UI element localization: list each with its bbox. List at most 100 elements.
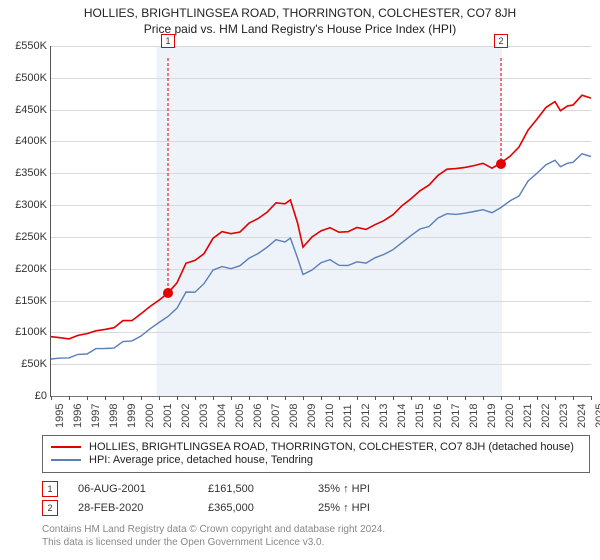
x-axis-label: 2010 (324, 404, 336, 428)
y-axis-label: £450K (15, 104, 47, 116)
x-tick (465, 396, 466, 400)
transaction-date: 28-FEB-2020 (78, 502, 208, 514)
x-tick (339, 396, 340, 400)
x-axis-label: 2003 (198, 404, 210, 428)
marker-dot (496, 159, 506, 169)
transaction-row: 106-AUG-2001£161,50035% ↑ HPI (42, 481, 398, 497)
x-axis-label: 2023 (558, 404, 570, 428)
x-tick (123, 396, 124, 400)
series-line (51, 95, 591, 339)
x-tick (321, 396, 322, 400)
x-tick (519, 396, 520, 400)
x-tick (483, 396, 484, 400)
x-tick (501, 396, 502, 400)
x-axis-label: 2018 (468, 404, 480, 428)
x-axis-label: 2000 (144, 404, 156, 428)
legend-item: HOLLIES, BRIGHTLINGSEA ROAD, THORRINGTON… (51, 441, 581, 453)
x-tick (87, 396, 88, 400)
x-tick (195, 396, 196, 400)
x-axis-label: 2019 (486, 404, 498, 428)
x-axis-label: 2016 (432, 404, 444, 428)
x-tick (105, 396, 106, 400)
transaction-row: 2 28-FEB-2020£365,00025% ↑ HPI (42, 500, 398, 516)
x-tick (303, 396, 304, 400)
x-tick (591, 396, 592, 400)
x-tick (69, 396, 70, 400)
transaction-pct: 35% ↑ HPI (318, 483, 398, 495)
x-tick (285, 396, 286, 400)
chart-plot-area: £0£50K£100K£150K£200K£250K£300K£350K£400… (50, 46, 591, 397)
x-axis-label: 2021 (522, 404, 534, 428)
y-axis-label: £0 (35, 390, 47, 402)
legend-box: HOLLIES, BRIGHTLINGSEA ROAD, THORRINGTON… (42, 435, 590, 473)
y-axis-label: £300K (15, 199, 47, 211)
x-tick (447, 396, 448, 400)
legend-swatch (51, 446, 81, 448)
x-tick (213, 396, 214, 400)
chart-subtitle: Price paid vs. HM Land Registry's House … (0, 22, 600, 36)
transaction-rows: 106-AUG-2001£161,50035% ↑ HPI228-FEB-202… (42, 478, 398, 519)
footer-attribution: Contains HM Land Registry data © Crown c… (42, 523, 385, 549)
x-axis-label: 2015 (414, 404, 426, 428)
x-axis-label: 2008 (288, 404, 300, 428)
transaction-number-box: 2 (42, 500, 58, 516)
footer-line1: Contains HM Land Registry data © Crown c… (42, 523, 385, 536)
y-axis-label: £500K (15, 72, 47, 84)
x-axis-label: 2014 (396, 404, 408, 428)
x-axis-label: 1999 (126, 404, 138, 428)
legend-swatch (51, 459, 81, 461)
x-tick (375, 396, 376, 400)
x-axis-label: 2020 (504, 404, 516, 428)
x-axis-label: 2009 (306, 404, 318, 428)
x-tick (537, 396, 538, 400)
x-tick (159, 396, 160, 400)
x-tick (573, 396, 574, 400)
y-axis-label: £50K (21, 358, 47, 370)
y-axis-label: £150K (15, 295, 47, 307)
x-tick (177, 396, 178, 400)
y-axis-label: £550K (15, 40, 47, 52)
chart-lines-svg (51, 46, 591, 396)
x-axis-label: 2012 (360, 404, 372, 428)
transaction-pct: 25% ↑ HPI (318, 502, 398, 514)
x-axis-label: 2002 (180, 404, 192, 428)
x-axis-label: 2007 (270, 404, 282, 428)
y-axis-label: £250K (15, 231, 47, 243)
x-axis-label: 1998 (108, 404, 120, 428)
legend-text: HOLLIES, BRIGHTLINGSEA ROAD, THORRINGTON… (89, 441, 574, 453)
x-tick (231, 396, 232, 400)
transaction-price: £365,000 (208, 502, 318, 514)
x-axis-label: 2004 (216, 404, 228, 428)
legend-text: HPI: Average price, detached house, Tend… (89, 454, 313, 466)
x-axis-label: 2001 (162, 404, 174, 428)
transaction-number-box: 1 (42, 481, 58, 497)
marker-number-box: 1 (161, 34, 175, 48)
x-axis-label: 2011 (342, 404, 354, 428)
x-axis-label: 2017 (450, 404, 462, 428)
x-tick (393, 396, 394, 400)
y-axis-label: £200K (15, 263, 47, 275)
x-axis-label: 2024 (576, 404, 588, 428)
transaction-date: 06-AUG-2001 (78, 483, 208, 495)
marker-dot (163, 288, 173, 298)
x-axis-label: 1997 (90, 404, 102, 428)
y-axis-label: £400K (15, 135, 47, 147)
x-axis-label: 2025 (594, 404, 600, 428)
x-axis-label: 1996 (72, 404, 84, 428)
x-axis-label: 1995 (54, 404, 66, 428)
x-tick (141, 396, 142, 400)
x-axis-label: 2005 (234, 404, 246, 428)
x-axis-label: 2022 (540, 404, 552, 428)
x-axis-label: 2006 (252, 404, 264, 428)
x-tick (357, 396, 358, 400)
x-tick (555, 396, 556, 400)
series-line (51, 154, 591, 359)
chart-title: HOLLIES, BRIGHTLINGSEA ROAD, THORRINGTON… (0, 0, 600, 20)
x-tick (267, 396, 268, 400)
x-tick (249, 396, 250, 400)
marker-number-box: 2 (494, 34, 508, 48)
x-tick (51, 396, 52, 400)
y-axis-label: £350K (15, 167, 47, 179)
footer-line2: This data is licensed under the Open Gov… (42, 536, 385, 549)
x-axis-label: 2013 (378, 404, 390, 428)
